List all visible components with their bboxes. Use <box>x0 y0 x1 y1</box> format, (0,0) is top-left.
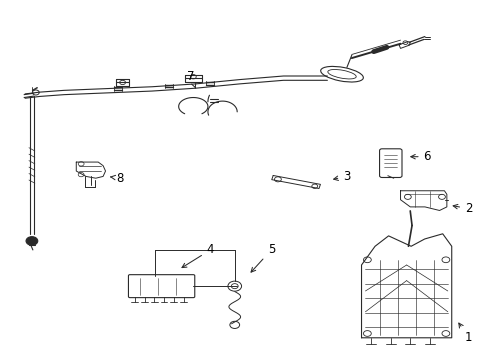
Text: 6: 6 <box>410 150 430 163</box>
Text: 1: 1 <box>458 323 471 344</box>
Text: 2: 2 <box>452 202 471 215</box>
Circle shape <box>26 237 38 245</box>
Text: 3: 3 <box>333 170 350 183</box>
Text: 8: 8 <box>110 172 123 185</box>
Text: 7: 7 <box>187 69 195 88</box>
Text: 4: 4 <box>182 243 214 267</box>
Text: 5: 5 <box>250 243 274 272</box>
